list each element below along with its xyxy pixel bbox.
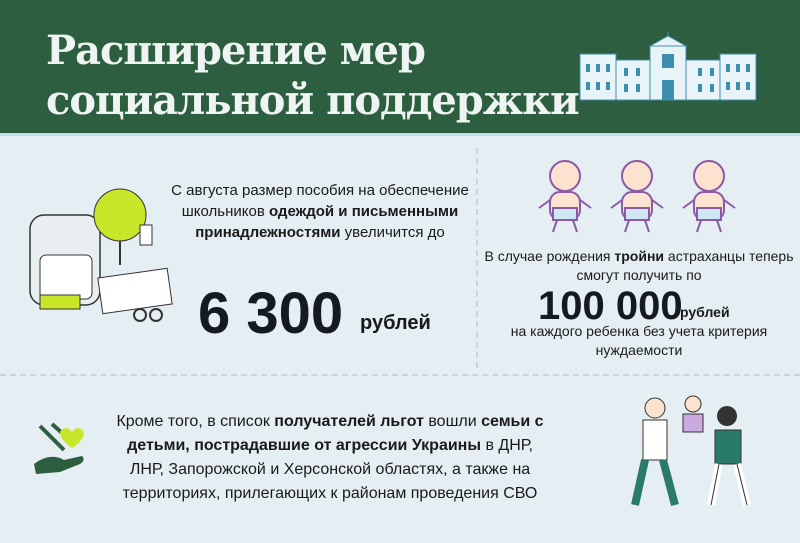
emphasis-text: получателей льгот xyxy=(274,413,424,430)
text-segment: астраханцы теперь смогут получить по xyxy=(576,248,794,283)
title-line-2: социальной поддержки xyxy=(46,77,580,124)
title-line-1: Расширение мер xyxy=(46,27,426,74)
vertical-divider xyxy=(476,148,478,368)
page-title: Расширение мер социальной поддержки xyxy=(46,26,580,126)
hand-with-heart-icon xyxy=(34,422,84,474)
text-segment: Кроме того, в список xyxy=(116,413,275,430)
emphasis-text: тройни xyxy=(614,248,665,264)
school-amount: 6 300 xyxy=(198,281,344,346)
text-segment: вошли xyxy=(423,413,482,430)
school-amount-unit: рублей xyxy=(360,312,431,334)
families-text: Кроме того, в список получателей льгот в… xyxy=(110,410,550,506)
text-segment: В случае рождения xyxy=(484,248,615,264)
triplets-amount-unit: рублей xyxy=(680,304,730,320)
school-allowance-text: С августа размер пособия на обеспечение … xyxy=(170,180,470,243)
horizontal-divider xyxy=(0,374,800,376)
text-segment: С августа размер пособия на обеспечение … xyxy=(171,182,469,220)
text-segment: увеличится до xyxy=(340,224,445,241)
emphasis-text: семьи с детьми, пострадавшие от агрессии… xyxy=(127,413,544,454)
triplets-text: В случае рождения тройни астраханцы тепе… xyxy=(484,247,794,285)
header-banner: Расширение мер социальной поддержки xyxy=(0,0,800,136)
text-segment: в ДНР, ЛНР, Запорожской и Херсонской обл… xyxy=(122,437,538,502)
triplets-amount: 100 000 xyxy=(538,284,683,328)
triplet-babies-illustration xyxy=(538,160,736,233)
emphasis-text: одеждой и письменными принадлежностями xyxy=(195,203,459,241)
family-illustration xyxy=(631,395,751,507)
triplets-note: на каждого ребенка без учета критерия ну… xyxy=(510,323,768,358)
government-building-icon xyxy=(579,32,757,101)
school-supplies-illustration xyxy=(29,188,173,322)
